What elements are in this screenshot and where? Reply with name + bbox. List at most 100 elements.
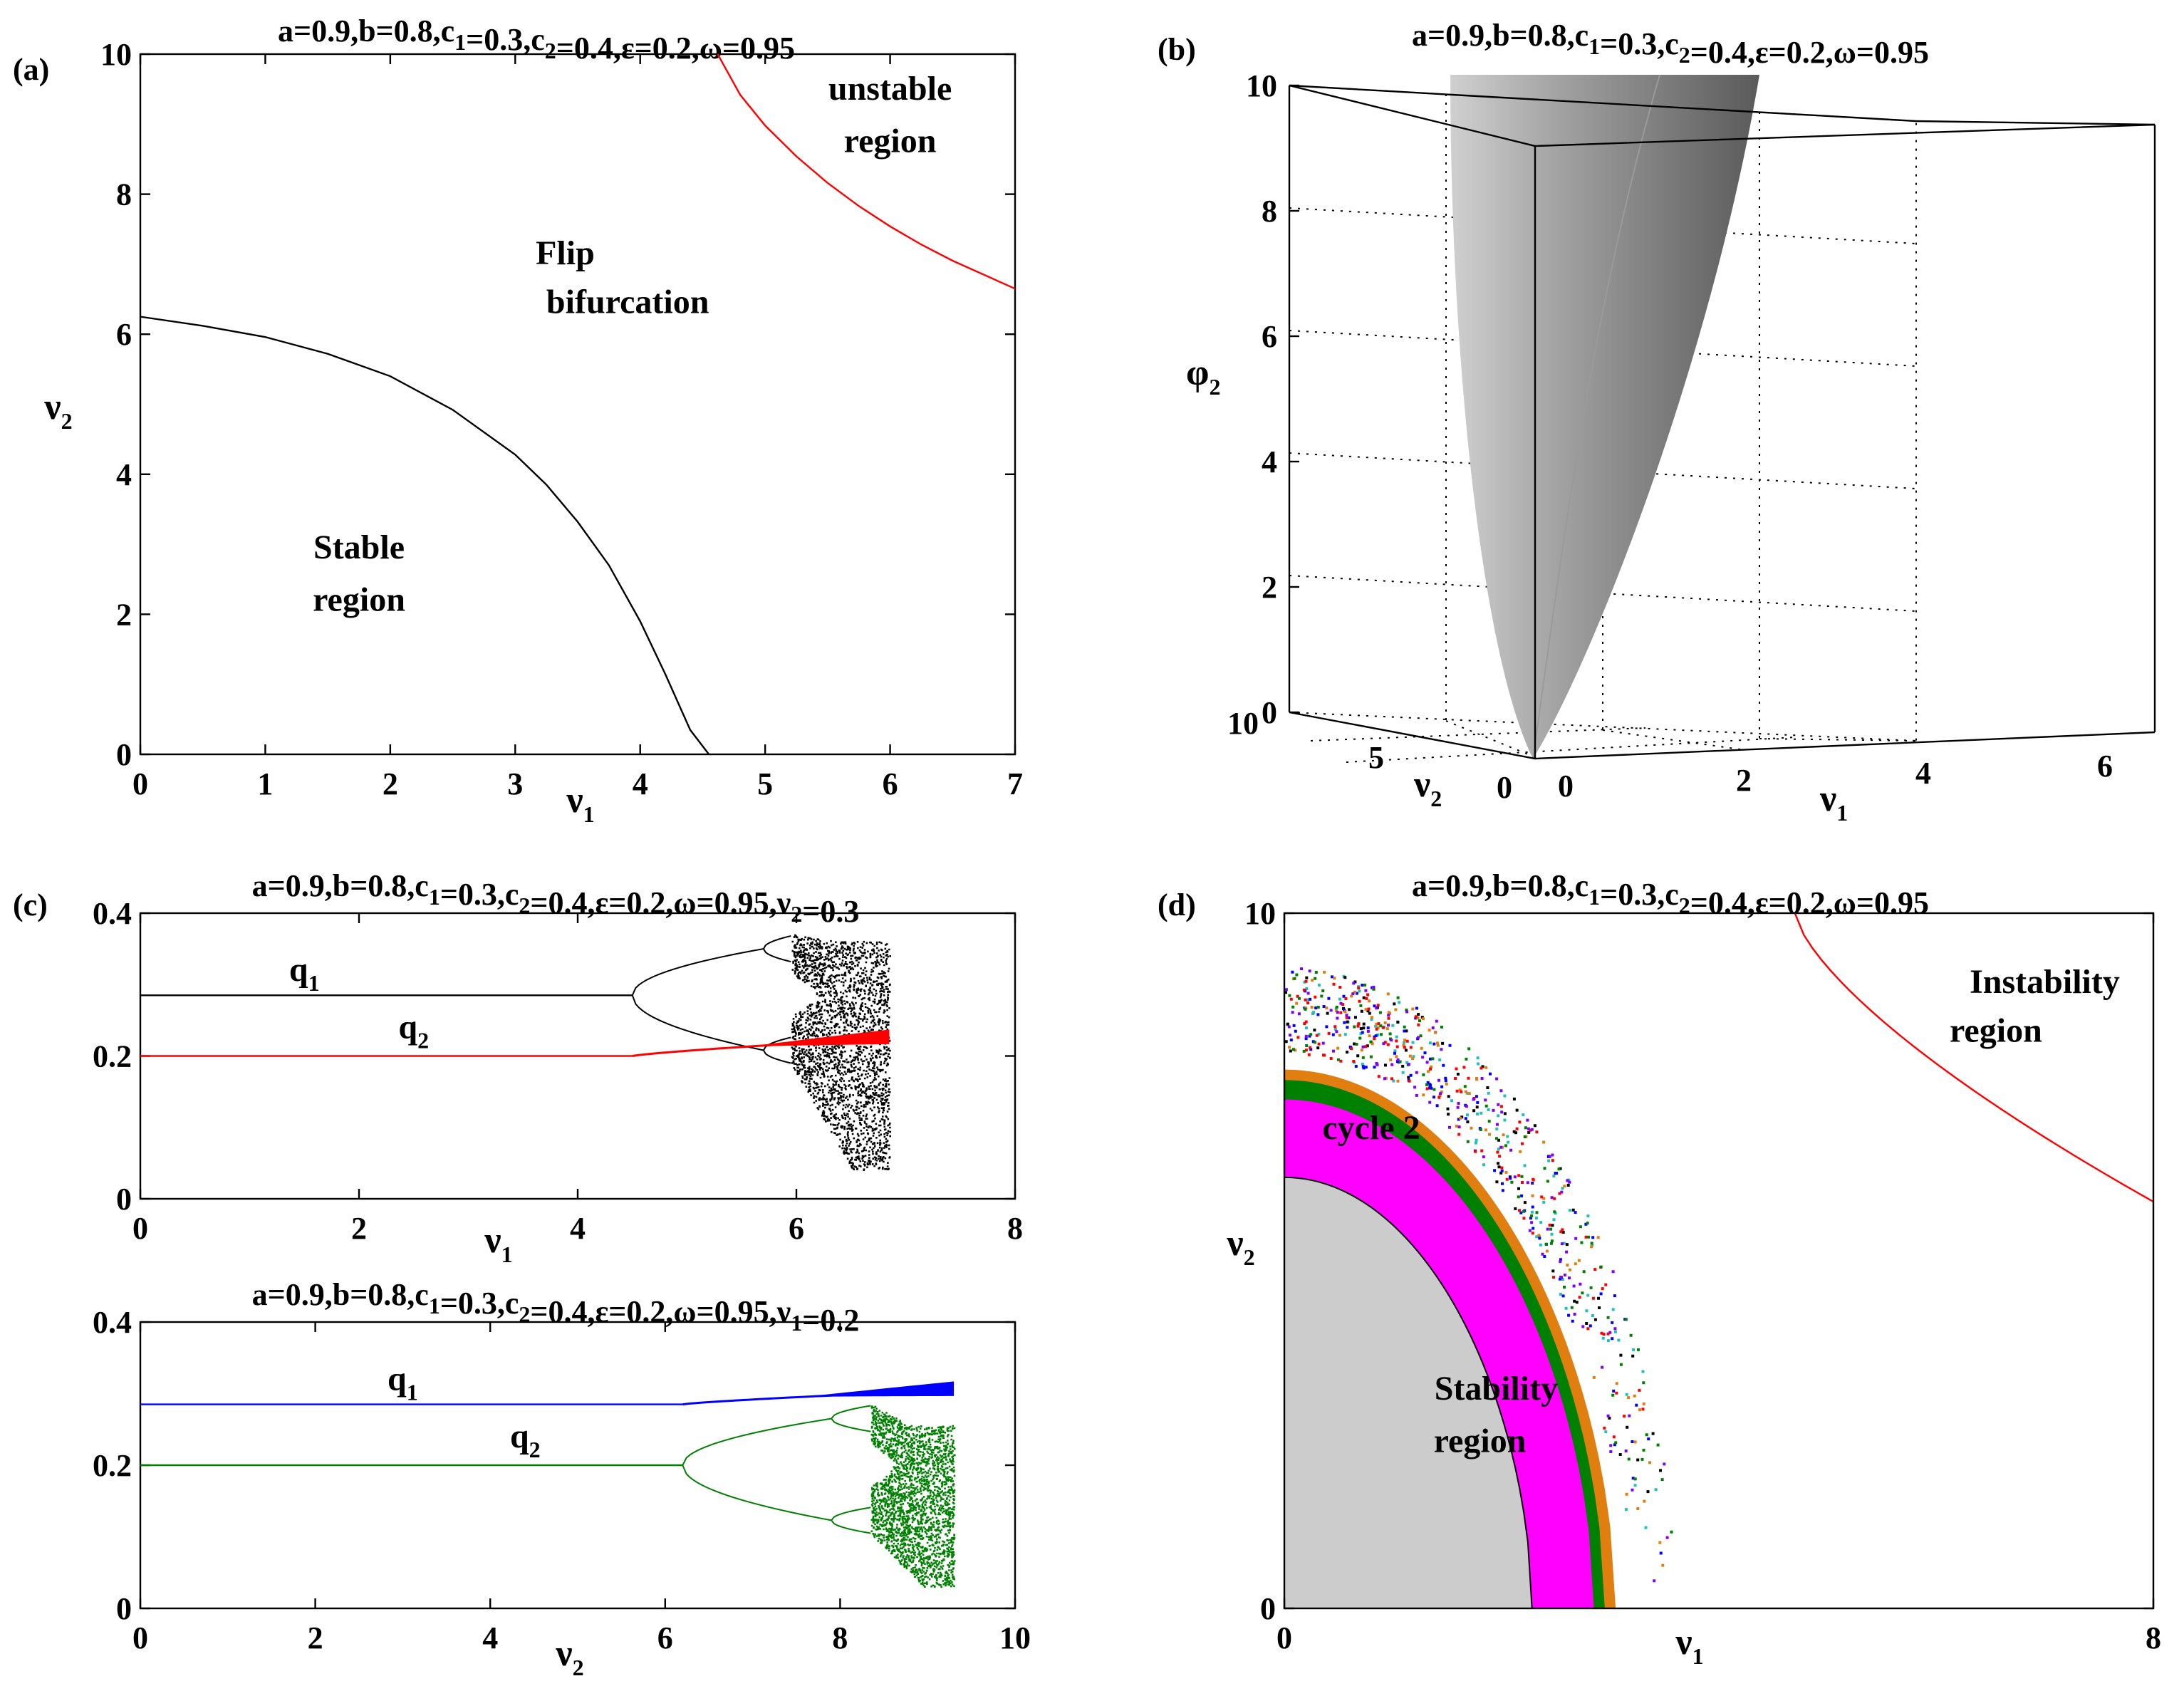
region-annotation: region bbox=[1950, 1012, 2042, 1050]
y-tick-label: 8 bbox=[116, 177, 132, 212]
higher-cycle-points bbox=[1284, 967, 1669, 1583]
panel-d-plot-area: 0 8 0 10 Instability region cycle 2 Stability re… bbox=[1226, 896, 2161, 1669]
x-tick-label: 4 bbox=[482, 1620, 498, 1655]
z-tick-label: 4 bbox=[1262, 444, 1277, 479]
higher-cycle-points bbox=[1288, 971, 1673, 1534]
y-tick-label: 0.2 bbox=[93, 1448, 132, 1483]
panel-a-y-label: ν2 bbox=[43, 387, 72, 434]
higher-cycle-points bbox=[1289, 979, 1645, 1439]
y-tick-label: 0 bbox=[116, 1182, 132, 1217]
panel-b-y-label: ν2 bbox=[1413, 764, 1442, 811]
x-tick-label: 5 bbox=[757, 766, 773, 801]
period4-branch bbox=[763, 1049, 791, 1064]
x-tick-label: 2 bbox=[308, 1620, 323, 1655]
panel-a: (a) a=0.9,b=0.8,c1=0.3,c2=0.4,ε=0.2,ω=0.… bbox=[13, 14, 1023, 827]
panel-c: (c) a=0.9,b=0.8,c1=0.3,c2=0.4,ε=0.2,ω=0.… bbox=[13, 868, 1031, 1680]
y-tick-label: 10 bbox=[100, 37, 132, 72]
panel-c-bottom-plot-area: 0 2 4 6 8 10 0 0.2 0.4 q1 q2 ν2 bbox=[93, 1305, 1031, 1680]
x-tick-label: 10 bbox=[999, 1620, 1031, 1655]
panel-a-label: (a) bbox=[13, 52, 49, 87]
panel-c-top-title: a=0.9,b=0.8,c1=0.3,c2=0.4,ε=0.2,ω=0.95,ν… bbox=[252, 868, 860, 929]
panel-b-x-label: ν1 bbox=[1819, 779, 1848, 826]
panel-d: (d) a=0.9,b=0.8,c1=0.3,c2=0.4,ε=0.2,ω=0.… bbox=[1158, 868, 2161, 1669]
panel-a-plot-area: 0 1 2 3 4 5 6 7 0 2 4 6 8 10 unstable region Flip bifurca… bbox=[43, 37, 1023, 827]
x-tick-label: 8 bbox=[2146, 1620, 2161, 1655]
panel-c-top-x-label: ν1 bbox=[484, 1220, 512, 1267]
z-tick-label: 2 bbox=[1262, 570, 1277, 605]
x-tick-label: 8 bbox=[1007, 1211, 1023, 1246]
q1-oscillation-band bbox=[682, 1381, 955, 1405]
series-annotation: q1 bbox=[388, 1360, 418, 1405]
region-annotation: Flip bbox=[536, 234, 595, 272]
instability-boundary-line bbox=[717, 53, 1016, 290]
region-annotation: Instability bbox=[1970, 963, 2120, 1001]
x-tick-label: 0 bbox=[132, 1620, 148, 1655]
period2-lower-branch bbox=[682, 1464, 832, 1521]
region-annotation: Stability bbox=[1435, 1370, 1558, 1408]
q2-oscillation-band bbox=[632, 1029, 890, 1056]
region-annotation: Stable bbox=[313, 529, 405, 566]
stability-region bbox=[1284, 1177, 1532, 1608]
y-tick-label: 4 bbox=[116, 457, 132, 492]
period4-branch bbox=[831, 1519, 871, 1534]
z-tick-label: 6 bbox=[1262, 319, 1277, 354]
y-tick-label: 10 bbox=[1244, 896, 1276, 931]
axes-frame bbox=[1283, 912, 2155, 1610]
panel-b-surface bbox=[1450, 75, 1759, 759]
panel-c-bottom-x-label: ν2 bbox=[555, 1633, 583, 1680]
x-tick-label: 2 bbox=[351, 1211, 367, 1246]
x-tick-label: 7 bbox=[1007, 766, 1023, 801]
x-tick-label: 6 bbox=[883, 766, 898, 801]
y-tick-label: 0 bbox=[116, 737, 132, 772]
region-annotation: region bbox=[313, 581, 405, 618]
x-tick-label: 8 bbox=[832, 1620, 848, 1655]
x-tick-label: 4 bbox=[633, 766, 648, 801]
x-tick-label: 0 bbox=[1276, 1620, 1292, 1655]
z-tick-label: 0 bbox=[1262, 695, 1277, 730]
y-tick-label: 0.4 bbox=[93, 896, 132, 931]
y-tick-label: 0 bbox=[1260, 1591, 1276, 1626]
chaotic-attractor-cloud bbox=[791, 934, 891, 1171]
stability-boundary-line bbox=[1284, 1176, 1533, 1609]
region-annotation: region bbox=[1434, 1422, 1527, 1460]
panel-b-box bbox=[1288, 84, 2156, 760]
panel-b-label: (b) bbox=[1158, 32, 1196, 67]
panel-c-label: (c) bbox=[13, 888, 48, 922]
z-tick-label: 10 bbox=[1246, 68, 1277, 103]
y-tick-label: 0 bbox=[116, 1591, 132, 1626]
panel-b-z-ticks: 0 2 4 6 8 10 bbox=[1246, 68, 1299, 730]
x-tick-label: 0 bbox=[132, 766, 148, 801]
panel-b-xtick: 0 bbox=[1558, 769, 1574, 803]
panel-b-ytick: 0 bbox=[1497, 770, 1512, 805]
y-tick-label: 2 bbox=[116, 597, 132, 632]
region-annotation: cycle 2 bbox=[1322, 1109, 1420, 1147]
x-tick-label: 3 bbox=[507, 766, 523, 801]
higher-cycle-points bbox=[1288, 970, 1665, 1567]
y-tick-label: 6 bbox=[116, 317, 132, 352]
higher-cycle-points bbox=[1284, 976, 1662, 1494]
period2-lower-branch bbox=[631, 994, 764, 1051]
panel-b: (b) a=0.9,b=0.8,c1=0.3,c2=0.4,ε=0.2,ω=0.… bbox=[1158, 18, 2156, 826]
panel-c-bottom-title: a=0.9,b=0.8,c1=0.3,c2=0.4,ε=0.2,ω=0.95,ν… bbox=[252, 1277, 860, 1338]
series-annotation: q1 bbox=[289, 951, 320, 996]
y-tick-label: 0.4 bbox=[93, 1305, 132, 1340]
panel-d-x-label: ν1 bbox=[1675, 1622, 1703, 1669]
period4-branch bbox=[831, 1405, 871, 1420]
x-tick-label: 2 bbox=[383, 766, 398, 801]
panel-b-x-ticks: 0 2 4 6 ν1 bbox=[1558, 749, 2113, 826]
panel-b-xtick: 2 bbox=[1736, 763, 1752, 798]
panel-b-title: a=0.9,b=0.8,c1=0.3,c2=0.4,ε=0.2,ω=0.95 bbox=[1412, 18, 1929, 70]
region-annotation: bifurcation bbox=[546, 283, 709, 321]
region-annotation: unstable bbox=[828, 70, 952, 108]
y-tick-label: 0.2 bbox=[93, 1039, 132, 1074]
panel-d-title: a=0.9,b=0.8,c1=0.3,c2=0.4,ε=0.2,ω=0.95 bbox=[1412, 868, 1929, 920]
axes-frame bbox=[139, 53, 1016, 756]
panel-c-top-plot-area: 0 2 4 6 8 0 0.2 0.4 q1 q2 ν1 bbox=[93, 896, 1023, 1267]
x-tick-label: 1 bbox=[257, 766, 273, 801]
panel-b-xtick: 4 bbox=[1915, 756, 1931, 791]
period4-branch bbox=[763, 935, 791, 949]
panel-b-xtick: 6 bbox=[2097, 749, 2113, 784]
chaotic-attractor-cloud bbox=[870, 1405, 956, 1588]
period4-branch bbox=[831, 1507, 871, 1521]
region-annotation: region bbox=[844, 123, 937, 160]
